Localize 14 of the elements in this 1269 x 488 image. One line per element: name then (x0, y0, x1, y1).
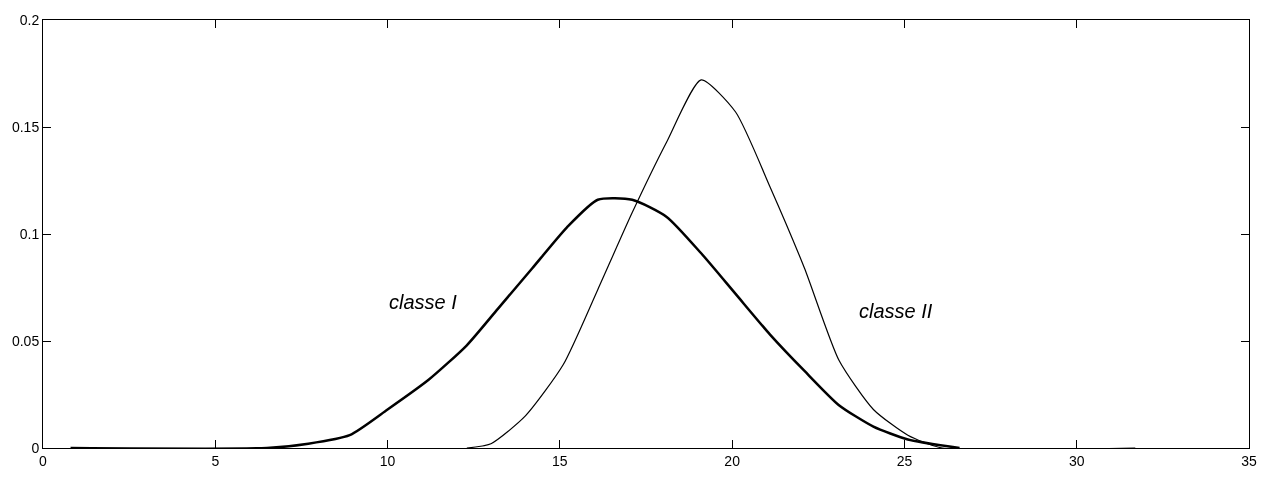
annotation: classe II (859, 300, 933, 322)
x-tick-label: 35 (1241, 452, 1257, 469)
x-tick-label: 30 (1068, 452, 1085, 469)
x-tick-label: 5 (211, 452, 220, 469)
x-tick-label: 25 (896, 452, 913, 469)
x-tick-label: 10 (379, 452, 396, 469)
x-tick-label: 15 (552, 452, 568, 469)
x-tick-label: 20 (724, 452, 741, 469)
annotation: classe I (389, 291, 458, 313)
y-tick-label: 0.05 (11, 332, 40, 349)
y-tick-label: 0.15 (11, 118, 40, 135)
y-tick-label: 0.2 (19, 11, 40, 28)
y-tick-label: 0 (31, 439, 40, 456)
y-tick-label: 0.1 (19, 225, 40, 242)
